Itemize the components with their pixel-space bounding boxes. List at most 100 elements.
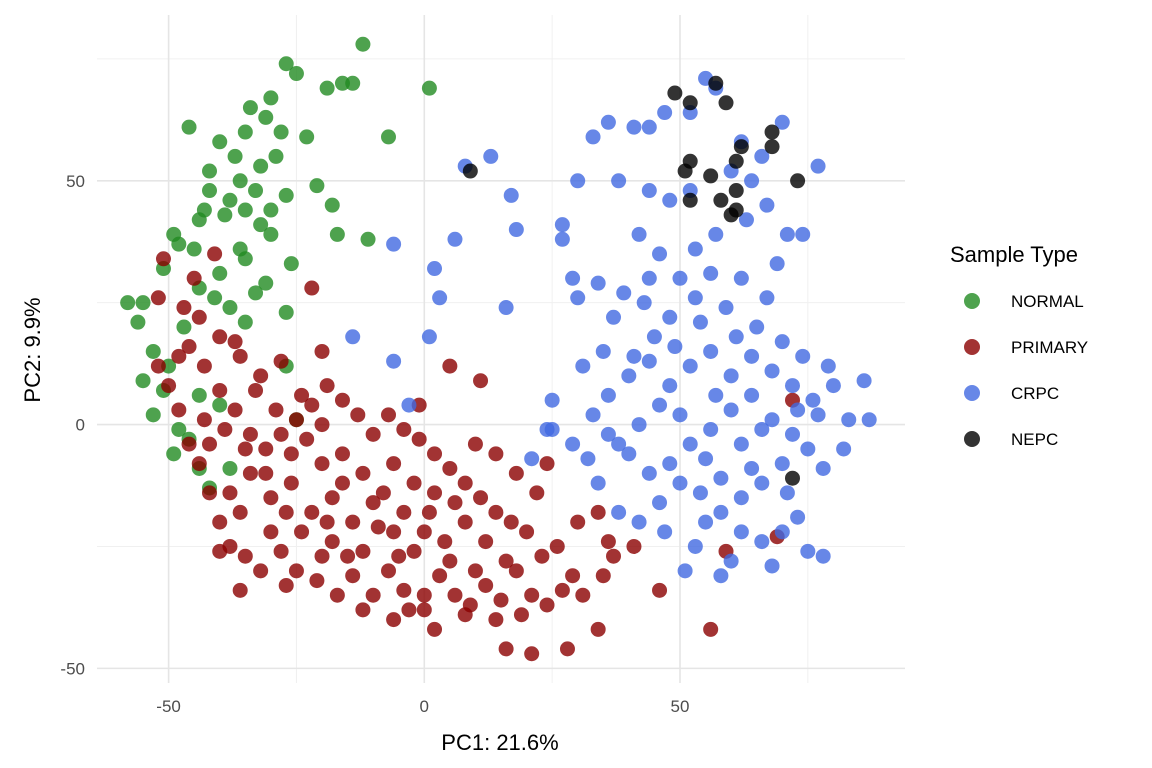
- data-point-primary: [304, 397, 320, 413]
- x-tick-label: 0: [420, 697, 429, 716]
- data-point-crpc: [590, 275, 606, 291]
- data-point-crpc: [744, 387, 760, 403]
- data-point-crpc: [733, 436, 749, 452]
- data-point-primary: [447, 495, 463, 511]
- series-nepc: [462, 75, 806, 486]
- data-point-normal: [135, 295, 151, 311]
- data-point-crpc: [621, 368, 637, 384]
- data-point-crpc: [539, 421, 555, 437]
- data-point-primary: [406, 543, 422, 559]
- data-point-primary: [207, 246, 223, 262]
- data-point-crpc: [749, 319, 765, 335]
- data-point-crpc: [708, 387, 724, 403]
- data-point-crpc: [723, 368, 739, 384]
- data-point-normal: [217, 207, 233, 223]
- data-point-crpc: [606, 309, 622, 325]
- data-point-primary: [299, 431, 315, 447]
- data-point-normal: [212, 265, 228, 281]
- data-point-primary: [493, 592, 509, 608]
- data-point-crpc: [759, 290, 775, 306]
- data-point-crpc: [580, 451, 596, 467]
- data-point-crpc: [421, 329, 437, 345]
- data-point-nepc: [723, 207, 739, 223]
- data-point-primary: [498, 641, 514, 657]
- data-point-crpc: [641, 270, 657, 286]
- data-point-normal: [222, 192, 238, 208]
- data-point-crpc: [810, 407, 826, 423]
- data-point-primary: [554, 582, 570, 598]
- data-point-primary: [396, 582, 412, 598]
- data-point-primary: [513, 607, 529, 623]
- y-tick-label: -50: [60, 659, 85, 678]
- data-point-primary: [314, 417, 330, 433]
- data-point-primary: [202, 436, 218, 452]
- data-point-crpc: [774, 114, 790, 130]
- x-tick-label: 50: [671, 697, 690, 716]
- data-point-crpc: [733, 490, 749, 506]
- data-point-primary: [355, 602, 371, 618]
- data-point-primary: [319, 378, 335, 394]
- data-point-normal: [202, 183, 218, 199]
- data-point-primary: [365, 426, 381, 442]
- data-point-primary: [283, 475, 299, 491]
- data-point-crpc: [662, 309, 678, 325]
- data-point-normal: [258, 109, 274, 125]
- data-point-primary: [273, 543, 289, 559]
- data-point-normal: [171, 421, 187, 437]
- data-point-crpc: [718, 300, 734, 316]
- data-point-crpc: [662, 378, 678, 394]
- data-point-crpc: [698, 514, 714, 530]
- data-point-crpc: [708, 226, 724, 242]
- legend-key-crpc: [964, 385, 980, 401]
- data-point-normal: [212, 134, 228, 150]
- data-point-crpc: [575, 358, 591, 374]
- data-point-crpc: [698, 451, 714, 467]
- data-point-primary: [396, 421, 412, 437]
- data-point-primary: [212, 543, 228, 559]
- data-point-normal: [166, 446, 182, 462]
- data-point-normal: [268, 148, 284, 164]
- data-point-primary: [304, 280, 320, 296]
- data-point-primary: [488, 504, 504, 520]
- data-point-nepc: [708, 75, 724, 91]
- data-point-primary: [278, 577, 294, 593]
- data-point-crpc: [703, 265, 719, 281]
- data-point-crpc: [672, 407, 688, 423]
- data-point-crpc: [590, 475, 606, 491]
- data-point-primary: [217, 421, 233, 437]
- data-point-primary: [406, 475, 422, 491]
- data-point-crpc: [657, 524, 673, 540]
- data-point-crpc: [795, 226, 811, 242]
- data-point-primary: [345, 568, 361, 584]
- data-point-primary: [457, 607, 473, 623]
- data-point-primary: [488, 446, 504, 462]
- data-point-primary: [294, 524, 310, 540]
- data-point-crpc: [585, 129, 601, 145]
- y-tick-label: 0: [76, 416, 85, 435]
- data-point-crpc: [800, 441, 816, 457]
- legend-label-primary: PRIMARY: [1011, 338, 1088, 357]
- data-point-normal: [242, 100, 258, 116]
- data-point-normal: [380, 129, 396, 145]
- data-point-crpc: [652, 246, 668, 262]
- data-point-primary: [355, 465, 371, 481]
- data-point-primary: [237, 441, 253, 457]
- data-point-primary: [559, 641, 575, 657]
- data-point-primary: [196, 412, 212, 428]
- data-point-crpc: [861, 412, 877, 428]
- data-point-primary: [401, 602, 417, 618]
- data-point-primary: [334, 392, 350, 408]
- data-point-primary: [432, 568, 448, 584]
- data-point-crpc: [687, 290, 703, 306]
- data-point-crpc: [600, 114, 616, 130]
- data-point-crpc: [667, 339, 683, 355]
- data-point-primary: [212, 329, 228, 345]
- data-point-primary: [652, 582, 668, 598]
- data-point-normal: [181, 119, 197, 135]
- data-point-crpc: [386, 236, 402, 252]
- data-point-primary: [263, 490, 279, 506]
- data-point-primary: [253, 563, 269, 579]
- legend-key-nepc: [964, 431, 980, 447]
- data-point-crpc: [626, 119, 642, 135]
- data-point-primary: [212, 382, 228, 398]
